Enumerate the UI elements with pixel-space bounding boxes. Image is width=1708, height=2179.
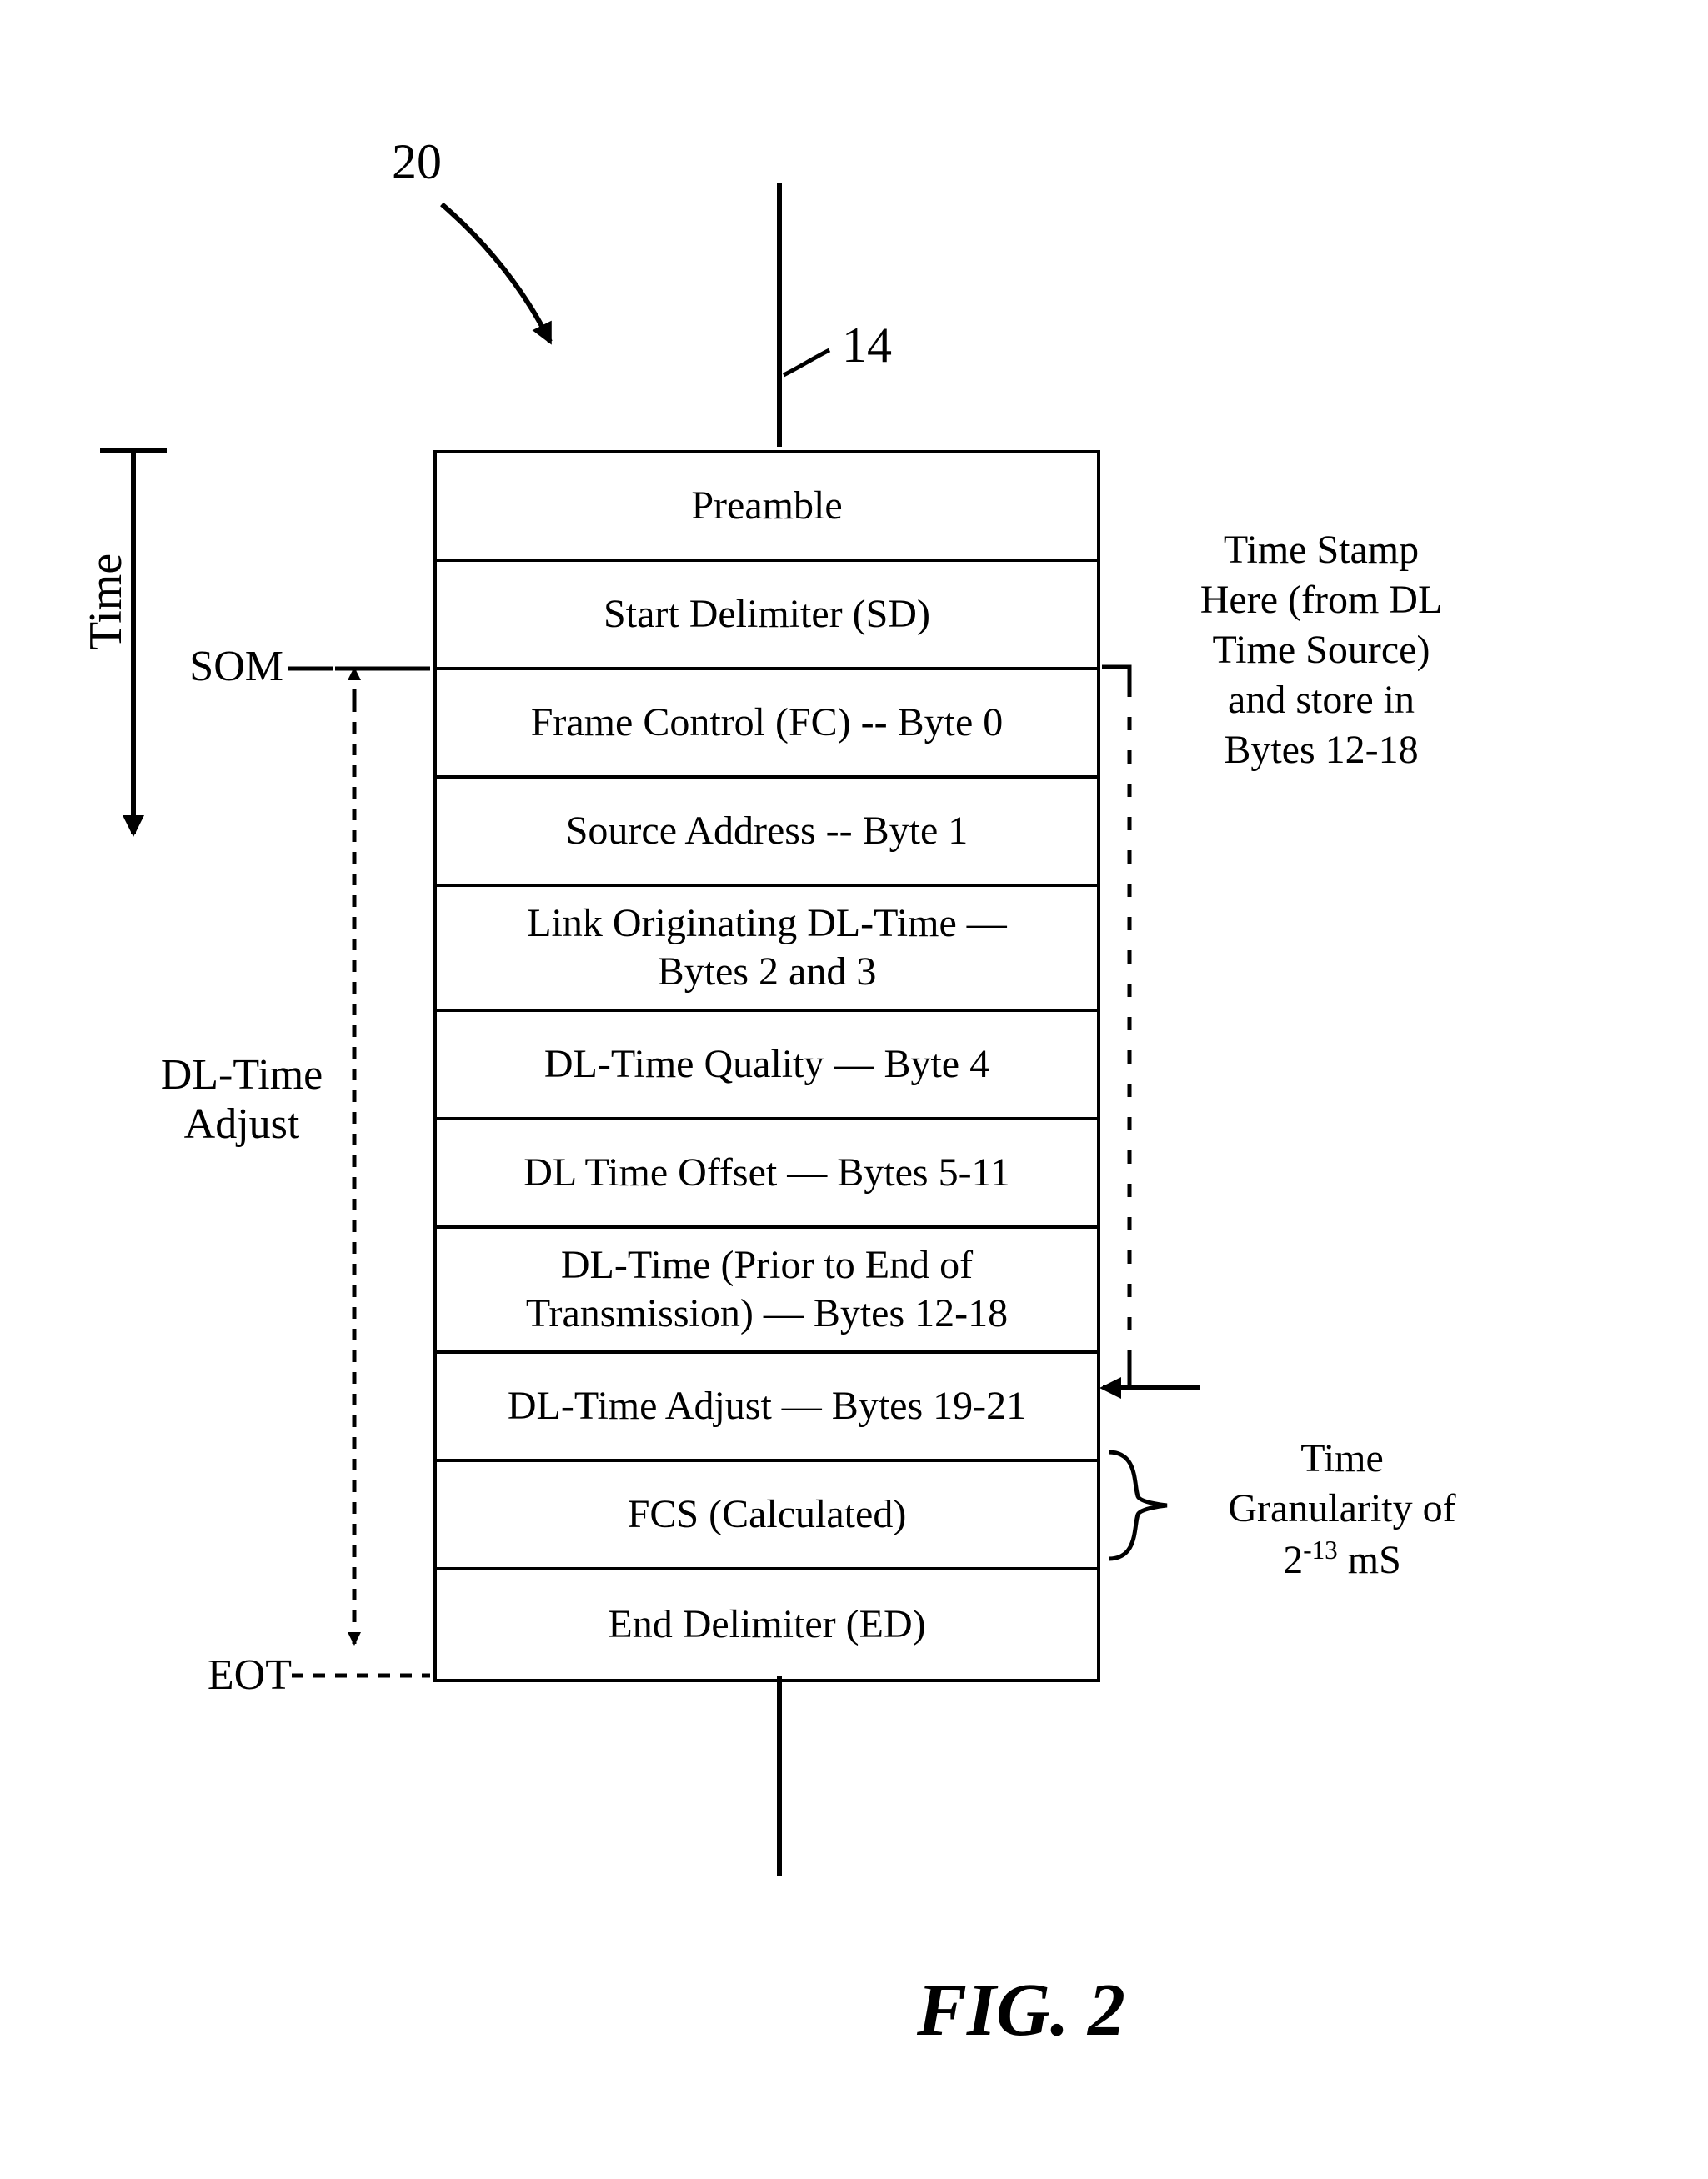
dl-time-adjust-label: DL-Time Adjust <box>150 1050 333 1149</box>
cell-link-orig-dl-time: Link Originating DL-Time — Bytes 2 and 3 <box>437 887 1097 1012</box>
cell-dl-time-adjust: DL-Time Adjust — Bytes 19-21 <box>437 1354 1097 1462</box>
som-label: SOM <box>158 642 283 691</box>
granularity-post: mS <box>1338 1538 1401 1582</box>
ref-20-label: 20 <box>392 133 442 191</box>
timestamp-annotation: Time Stamp Here (from DL Time Source) an… <box>1150 525 1492 775</box>
figure-container: 20 14 Time SOM DL-Time Adjust EOT Preamb… <box>0 83 1708 1917</box>
time-axis-label: Time <box>79 554 133 650</box>
cell-dl-time-offset: DL Time Offset — Bytes 5-11 <box>437 1120 1097 1229</box>
cell-dl-time-prior: DL-Time (Prior to End of Transmission) —… <box>437 1229 1097 1354</box>
cell-end-delimiter: End Delimiter (ED) <box>437 1570 1097 1679</box>
granularity-annotation: Time Granularity of 2-13 mS <box>1184 1434 1500 1585</box>
eot-label: EOT <box>167 1651 292 1700</box>
frame-structure-table: Preamble Start Delimiter (SD) Frame Cont… <box>433 450 1100 1682</box>
cell-frame-control: Frame Control (FC) -- Byte 0 <box>437 670 1097 779</box>
cell-start-delimiter: Start Delimiter (SD) <box>437 562 1097 670</box>
cell-dl-time-quality: DL-Time Quality — Byte 4 <box>437 1012 1097 1120</box>
granularity-exp: -13 <box>1303 1535 1338 1565</box>
cell-fcs: FCS (Calculated) <box>437 1462 1097 1570</box>
figure-caption: FIG. 2 <box>917 1967 1125 2053</box>
cell-preamble: Preamble <box>437 453 1097 562</box>
cell-source-address: Source Address -- Byte 1 <box>437 779 1097 887</box>
ref-14-label: 14 <box>842 317 892 374</box>
